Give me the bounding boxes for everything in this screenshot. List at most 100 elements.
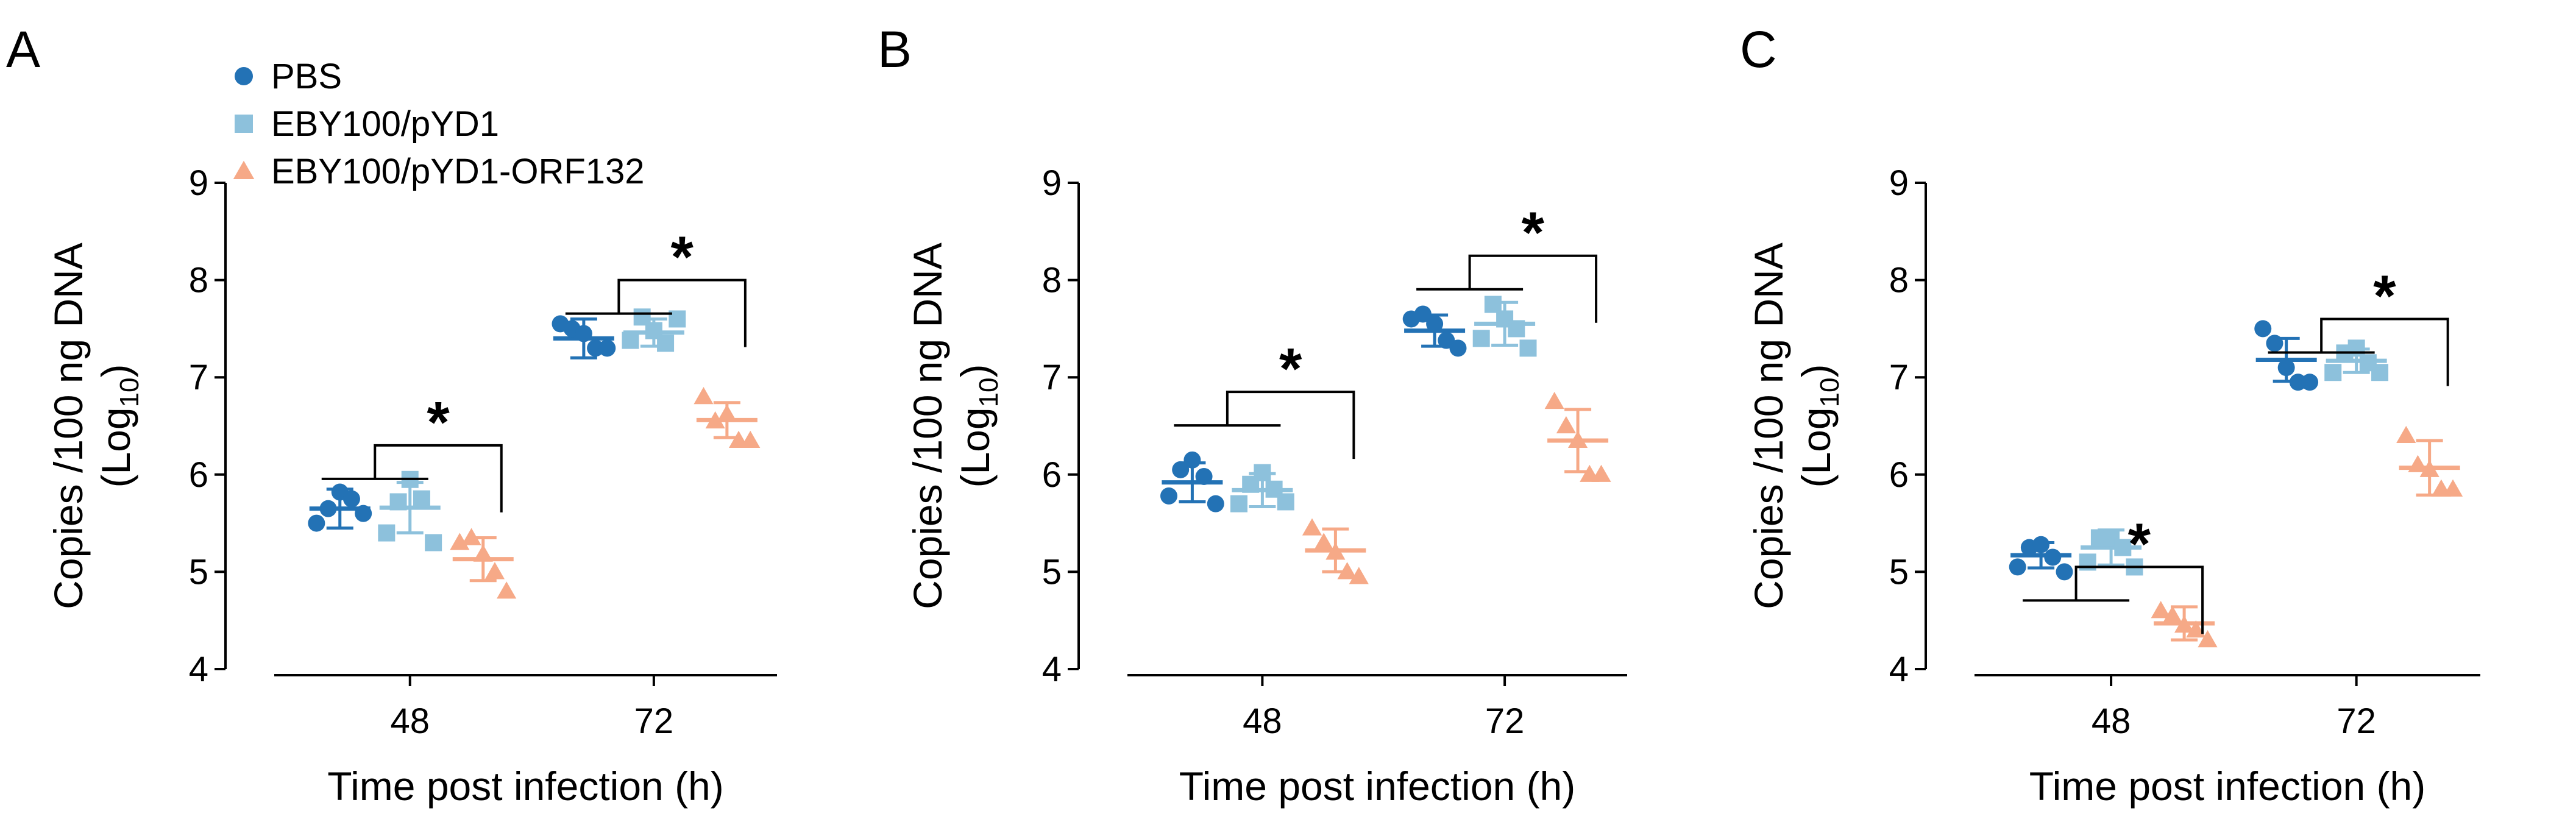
y-tick-label: 6 (1889, 455, 1909, 495)
bracket-line (1468, 254, 1598, 323)
data-point (2254, 320, 2272, 338)
data-point (1172, 461, 1190, 478)
x-tick-label: 48 (1243, 701, 1282, 741)
data-point (705, 411, 725, 429)
data-point (2266, 335, 2283, 352)
data-point (2032, 536, 2050, 553)
x-tick-label: 48 (2092, 701, 2131, 741)
data-point (657, 335, 675, 352)
data-point (1349, 567, 1369, 584)
log-suffix: ) (1794, 364, 1839, 377)
legend: PBS EBY100/pYD1 EBY100/pYD1-ORF132 (233, 57, 645, 191)
data-point (1591, 464, 1611, 482)
y-tick-label: 9 (189, 163, 208, 203)
data-point (1472, 330, 1490, 347)
panel-b: B 4 5 6 7 8 9 48 72 Time post infection (h) Copies… (878, 21, 1627, 809)
data-point (1207, 495, 1224, 512)
significance-star: * (2373, 263, 2396, 328)
data-point (622, 331, 639, 349)
data-point (319, 500, 337, 517)
legend-label: EBY100/pYD1-ORF132 (271, 152, 645, 191)
series-0 (2009, 320, 2319, 581)
significance-bracket: * (321, 390, 503, 512)
bracket-line (1226, 391, 1355, 459)
data-point (2198, 630, 2218, 648)
bracket-line (374, 444, 503, 512)
data-point (2151, 601, 2171, 619)
data-point (598, 339, 616, 357)
log-suffix: ) (93, 364, 138, 377)
series-1 (378, 308, 686, 551)
data-point (587, 339, 605, 357)
panel-letter: B (878, 21, 912, 78)
series-2 (1302, 392, 1611, 584)
y-axis-title: Copies /100 ng DNA (Log10) (46, 243, 144, 609)
data-point (2044, 548, 2062, 566)
y-axis-title-log: (Log10) (1794, 364, 1845, 487)
data-point (2289, 374, 2307, 391)
y-tick-label: 7 (1042, 358, 1062, 397)
x-tick-label: 48 (390, 701, 430, 741)
y-tick-label: 6 (189, 455, 208, 495)
legend-marker (235, 115, 253, 133)
data-point (575, 325, 592, 342)
data-point (2056, 563, 2073, 581)
data-point (2186, 620, 2206, 638)
log-subscript: 10 (1815, 377, 1845, 407)
data-point (1556, 416, 1576, 434)
x-tick-label: 72 (634, 701, 674, 741)
significance-bracket: * (2023, 511, 2204, 634)
data-point (2162, 606, 2182, 623)
series-2 (2151, 425, 2463, 648)
y-axis-title: Copies /100 ng DNA (Log10) (905, 243, 1004, 609)
y-tick-label: 8 (1889, 261, 1909, 300)
data-point (717, 404, 737, 422)
data-point (1230, 495, 1247, 512)
data-point (484, 562, 505, 580)
significance-star: * (670, 225, 694, 290)
y-tick-label: 5 (189, 552, 208, 592)
log-prefix: (Log (953, 407, 998, 487)
panel-a: A 4 5 6 7 8 9 48 72 Time post infection (h) Copies… (6, 21, 777, 809)
legend-label: EBY100/pYD1 (271, 104, 499, 144)
data-point (425, 534, 442, 551)
log-prefix: (Log (93, 407, 138, 487)
y-axis-title-main: Copies /100 ng DNA (46, 243, 91, 609)
data-point (1568, 430, 1588, 448)
data-point (2174, 615, 2195, 633)
data-point (2396, 425, 2416, 444)
data-point (1484, 296, 1502, 313)
data-point (1337, 562, 1357, 580)
x-tick-label: 72 (1485, 701, 1525, 741)
significance-bracket: * (2268, 263, 2449, 386)
log-subscript: 10 (974, 377, 1004, 407)
y-tick-label: 8 (189, 261, 208, 300)
significance-bracket: * (1416, 200, 1598, 323)
series-0 (308, 315, 616, 532)
data-point (497, 581, 517, 599)
x-tick-label: 72 (2336, 701, 2376, 741)
series-2 (450, 387, 761, 599)
panel-c: C 4 5 6 7 8 9 48 72 Time post infection (h) Copies… (1740, 21, 2480, 809)
y-tick-label: 4 (1042, 650, 1062, 689)
data-point (2324, 364, 2342, 381)
y-axis-title-log: (Log10) (953, 364, 1004, 487)
legend-marker (233, 160, 255, 179)
y-tick-label: 9 (1042, 163, 1062, 203)
y-tick-label: 4 (189, 650, 208, 689)
bracket-line (617, 278, 747, 347)
data-point (389, 493, 407, 511)
panel-letter: C (1740, 21, 1777, 78)
y-tick-label: 4 (1889, 650, 1909, 689)
data-point (342, 490, 360, 508)
data-point (2114, 539, 2132, 556)
data-point (473, 544, 493, 562)
data-point (461, 528, 481, 545)
series-1 (2079, 339, 2389, 576)
bracket-line (2320, 317, 2449, 386)
significance-star: * (1522, 200, 1545, 266)
y-tick-label: 8 (1042, 261, 1062, 300)
y-tick-label: 6 (1042, 455, 1062, 495)
data-point (413, 490, 430, 508)
